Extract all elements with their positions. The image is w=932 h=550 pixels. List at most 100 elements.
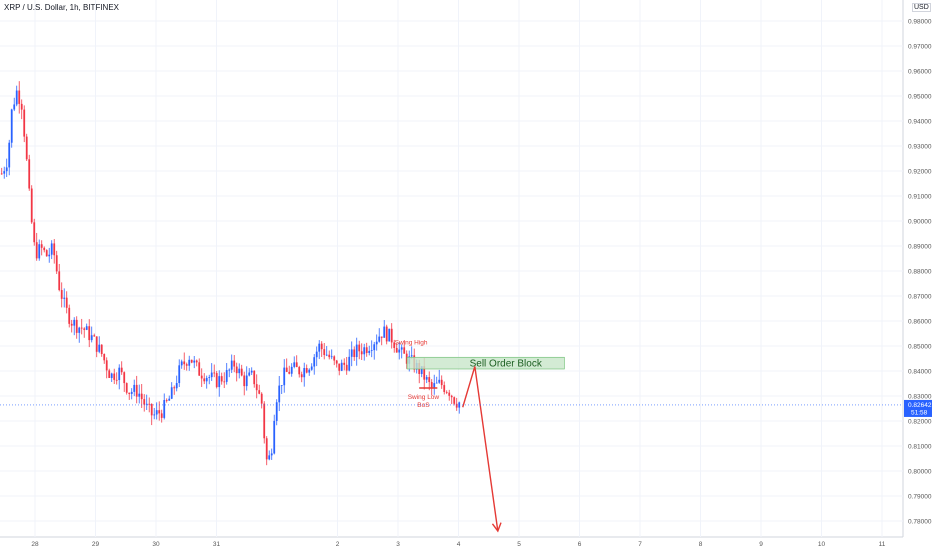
candle-body — [318, 343, 321, 352]
candle-body — [400, 347, 403, 350]
candle-body — [320, 343, 323, 350]
candle-body — [283, 367, 286, 386]
y-tick-label: 0.96000 — [908, 69, 932, 76]
candle-body — [250, 370, 253, 373]
candle-body — [293, 362, 296, 367]
x-tick-label: 29 — [92, 541, 100, 548]
candle-body — [90, 335, 93, 341]
candle-body — [63, 297, 66, 299]
y-tick-label: 0.89000 — [908, 244, 932, 251]
candle-body — [110, 373, 113, 378]
candle-body — [130, 391, 133, 394]
candle-body — [35, 242, 38, 259]
y-tick-label: 0.80000 — [908, 469, 932, 476]
y-tick-label: 0.88000 — [908, 269, 932, 276]
y-tick-label: 0.94000 — [908, 119, 932, 126]
candle-body — [118, 367, 121, 381]
candle-body — [165, 400, 168, 401]
candle-body — [363, 347, 366, 355]
candle-body — [243, 375, 246, 387]
candle-body — [140, 393, 143, 400]
x-tick-label: 11 — [879, 541, 886, 548]
candle-body — [23, 109, 26, 137]
candle-body — [193, 360, 196, 363]
candle-body — [18, 90, 21, 104]
candle-body — [60, 290, 63, 299]
x-tick-label: 28 — [31, 541, 39, 548]
candle-body — [5, 167, 8, 172]
candle-body — [123, 372, 126, 384]
candle-body — [445, 391, 448, 393]
candle-body — [120, 367, 123, 373]
candle-body — [253, 370, 256, 385]
y-tick-label: 0.84000 — [908, 369, 932, 376]
candle-body — [3, 171, 6, 174]
candle-body — [143, 399, 146, 405]
candle-body — [33, 222, 36, 243]
candle-body — [333, 356, 336, 361]
candle-body — [438, 379, 441, 383]
candle-body — [88, 326, 91, 341]
candle-body — [93, 335, 96, 337]
candle-body — [205, 377, 208, 382]
swing-low-label: Swing Low — [408, 394, 440, 401]
currency-label: USD — [912, 3, 931, 12]
candle-body — [228, 369, 231, 371]
candle-body — [148, 403, 151, 405]
candle-body — [170, 387, 173, 399]
x-tick-label: 30 — [152, 541, 160, 548]
last-price-tag — [904, 399, 932, 417]
y-tick-label: 0.82000 — [908, 419, 932, 426]
candle-body — [163, 400, 166, 418]
y-tick-label: 0.92000 — [908, 169, 932, 176]
y-tick-label: 0.98000 — [908, 19, 932, 26]
candle-body — [368, 350, 371, 353]
candle-body — [305, 368, 308, 373]
candle-body — [430, 382, 433, 388]
candle-body — [410, 355, 413, 357]
candle-body — [108, 370, 111, 378]
y-tick-label: 0.81000 — [908, 444, 932, 451]
candle-body — [323, 349, 326, 356]
candle-body — [308, 369, 311, 373]
candle-body — [53, 243, 56, 256]
candle-body — [388, 328, 391, 342]
candle-body — [215, 373, 218, 388]
candle-body — [360, 351, 363, 355]
candle-body — [65, 297, 68, 308]
candle-body — [453, 397, 456, 404]
candle-body — [195, 360, 198, 363]
candle-body — [240, 368, 243, 376]
x-tick-label: 3 — [396, 541, 400, 548]
x-tick-label: 10 — [818, 541, 826, 548]
candle-body — [385, 326, 388, 342]
y-tick-label: 0.91000 — [908, 194, 932, 201]
candle-body — [28, 159, 31, 189]
candle-body — [10, 109, 13, 143]
candle-body — [390, 328, 393, 343]
candle-body — [175, 383, 178, 389]
bos-label: BoS — [417, 402, 430, 409]
y-tick-label: 0.90000 — [908, 219, 932, 226]
candle-body — [103, 354, 106, 361]
candle-body — [313, 357, 316, 367]
candle-body — [235, 366, 238, 374]
candle-body — [278, 385, 281, 403]
candle-body — [358, 344, 361, 352]
candle-body — [443, 385, 446, 392]
candle-body — [353, 349, 356, 358]
candle-body — [70, 323, 73, 326]
candle-body — [68, 307, 71, 324]
candle-body — [45, 250, 48, 257]
candle-body — [190, 359, 193, 363]
x-tick-label: 4 — [457, 541, 461, 548]
x-tick-label: 6 — [578, 541, 582, 548]
candle-body — [425, 377, 428, 380]
candle-body — [153, 414, 156, 416]
candle-body — [273, 420, 276, 454]
candle-body — [455, 403, 458, 408]
candle-body — [125, 383, 128, 393]
candle-body — [245, 375, 248, 387]
candle-body — [160, 413, 163, 418]
